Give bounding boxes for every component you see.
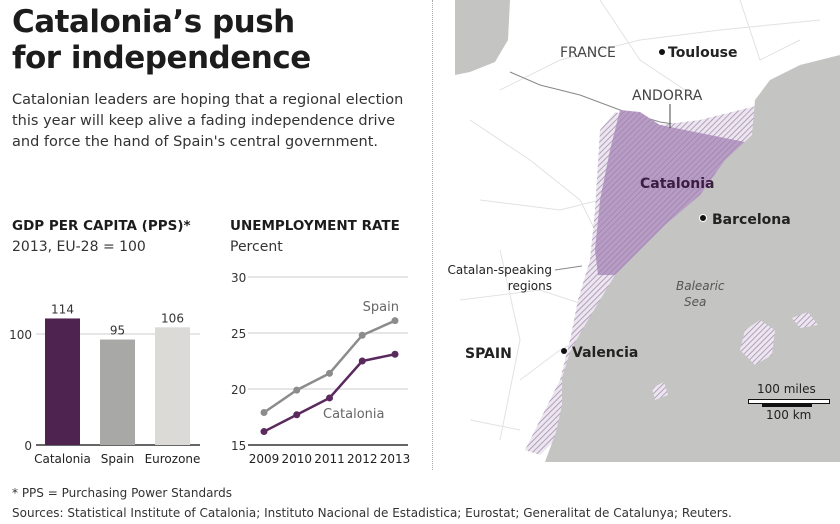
label-line: regions	[507, 279, 552, 293]
footnote: * PPS = Purchasing Power Standards	[12, 486, 233, 500]
bar	[45, 318, 80, 445]
x-tick-label: Catalonia	[34, 452, 91, 466]
title: Catalonia’s push for independence	[12, 4, 311, 76]
series-label-spain: Spain	[363, 300, 399, 315]
scale-bar	[762, 404, 812, 407]
city-dot	[561, 348, 567, 354]
label-valencia: Valencia	[572, 345, 638, 361]
scale-bar	[748, 399, 830, 404]
city-dot	[699, 214, 707, 222]
ibiza	[652, 382, 668, 400]
x-tick-label: Eurozone	[145, 452, 201, 466]
data-label: 106	[161, 311, 184, 325]
label-sea: Balearic	[676, 279, 725, 293]
series-label-catalonia: Catalonia	[323, 407, 385, 422]
data-point	[391, 350, 399, 358]
label-toulouse: Toulouse	[668, 45, 738, 61]
unemployment-chart-title: UNEMPLOYMENT RATE	[230, 218, 400, 234]
y-tick-label: 30	[231, 271, 246, 285]
x-tick-label: 2011	[314, 452, 345, 466]
charts: 0 100 114 Catalonia 95 Spain 106 Eurozone 15 20 25…	[9, 271, 411, 466]
x-tick-label: 2009	[249, 452, 280, 466]
label-france: FRANCE	[560, 45, 616, 61]
data-point	[293, 411, 301, 419]
data-point	[391, 317, 399, 325]
catalan-leader	[554, 265, 583, 271]
gdp-chart-subtitle: 2013, EU-28 = 100	[12, 239, 146, 255]
label-catalan-speaking: Catalan-speaking regions	[442, 262, 552, 294]
x-tick-label: 2012	[347, 452, 378, 466]
bay-of-biscay	[455, 0, 510, 75]
bar	[155, 327, 190, 445]
catalonia-region	[595, 110, 760, 275]
scale-km: 100 km	[766, 408, 812, 422]
x-tick-label: 2013	[380, 452, 411, 466]
y-tick-label: 25	[231, 327, 246, 341]
map: FRANCE Toulouse ANDORRA Catalonia Barcel…	[455, 0, 840, 462]
data-label: 95	[110, 324, 125, 338]
label-catalonia: Catalonia	[640, 176, 715, 192]
label-spain: SPAIN	[465, 346, 512, 362]
data-point	[326, 394, 333, 402]
bar	[100, 339, 135, 445]
data-label: 114	[51, 302, 74, 316]
city-dot	[659, 49, 665, 55]
y-tick-label: 15	[231, 439, 246, 453]
y-tick-label: 100	[9, 328, 32, 342]
sources: Sources: Statistical Institute of Catalo…	[12, 506, 732, 520]
title-line: Catalonia’s push	[12, 4, 295, 40]
data-point	[358, 331, 366, 339]
divider	[432, 0, 433, 470]
subtitle: Catalonian leaders are hoping that a reg…	[12, 92, 404, 150]
data-point	[358, 357, 366, 365]
x-tick-label: 2010	[281, 452, 312, 466]
label-barcelona: Barcelona	[712, 212, 791, 228]
title-line: for independence	[12, 40, 311, 76]
label-andorra: ANDORRA	[632, 88, 703, 104]
scale-miles: 100 miles	[757, 382, 816, 396]
data-point	[293, 386, 301, 394]
data-point	[260, 409, 268, 417]
mallorca	[740, 320, 775, 365]
menorca	[792, 312, 818, 328]
data-point	[260, 428, 268, 436]
gdp-chart-title: GDP PER CAPITA (PPS)*	[12, 218, 191, 234]
x-tick-label: Spain	[101, 452, 135, 466]
label-line: Catalan-speaking	[447, 263, 552, 277]
y-tick-label: 0	[24, 439, 32, 453]
data-point	[326, 369, 333, 377]
label-sea: Sea	[684, 295, 706, 309]
unemployment-chart-subtitle: Percent	[230, 239, 283, 255]
y-tick-label: 20	[231, 383, 246, 397]
mediterranean-sea	[545, 55, 840, 462]
